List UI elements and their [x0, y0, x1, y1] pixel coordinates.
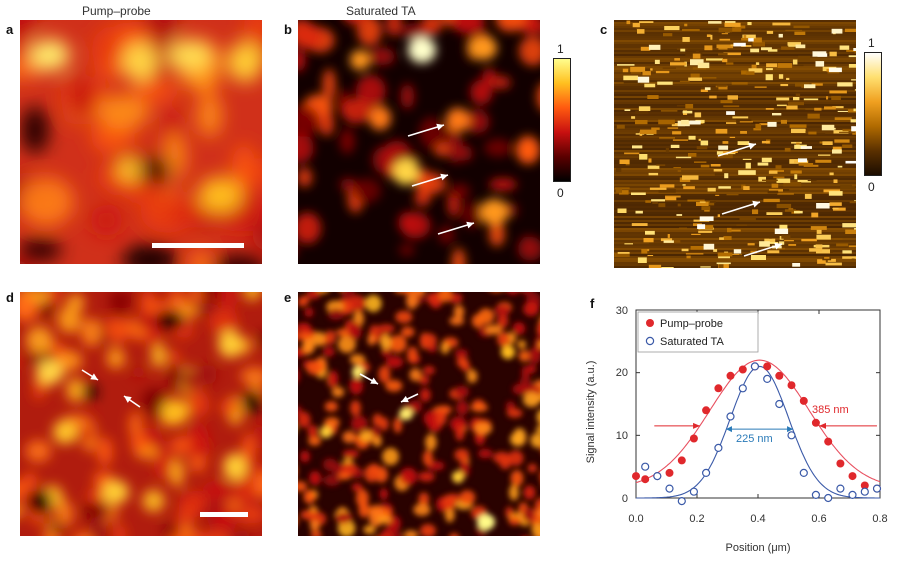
colorbar-b [553, 58, 571, 182]
series-1-point-17 [849, 491, 856, 498]
colorbar-b-max-label: 1 [557, 42, 564, 56]
series-1-point-14 [812, 491, 819, 498]
series-1-point-13 [800, 469, 807, 476]
fwhm-arrow-pump-left [654, 423, 700, 429]
series-0-point-9 [739, 366, 747, 374]
legend-label-pump-probe: Pump–probe [660, 318, 723, 330]
annotation-225nm: 225 nm [736, 433, 773, 445]
panel-label-a: a [6, 22, 13, 37]
series-0-point-14 [800, 397, 808, 405]
chart-y-tick-1: 10 [616, 430, 628, 442]
panel-d-pump-probe-image [20, 292, 262, 536]
series-0-point-0 [632, 472, 640, 480]
series-0-point-16 [824, 438, 832, 446]
series-0-point-15 [812, 419, 820, 427]
series-1-point-1 [654, 473, 661, 480]
series-1-point-15 [825, 495, 832, 502]
fwhm-arrow-ta [726, 426, 793, 432]
chart-x-tick-1: 0.2 [689, 513, 704, 525]
chart-y-tick-0: 0 [622, 493, 628, 505]
series-0-point-6 [702, 406, 710, 414]
chart-legend: Pump–probe Saturated TA [638, 312, 758, 352]
series-0-point-13 [788, 381, 796, 389]
series-0-point-17 [836, 460, 844, 468]
chart-y-axis-label: Signal intensity (a.u.) [585, 361, 597, 464]
chart-y-tick-2: 20 [616, 367, 628, 379]
series-1-point-8 [739, 385, 746, 392]
series-1-point-6 [715, 444, 722, 451]
chart-x-tick-0: 0.0 [628, 513, 643, 525]
panel-label-d: d [6, 290, 14, 305]
chart-x-tick-2: 0.4 [750, 513, 765, 525]
panel-a-pump-probe-image [20, 20, 262, 264]
legend-marker-pump-probe [646, 319, 654, 327]
chart-x-tick-3: 0.6 [811, 513, 826, 525]
series-0-point-8 [727, 372, 735, 380]
panel-c-afm-image [614, 20, 856, 268]
series-1-point-7 [727, 413, 734, 420]
column-title-saturated-ta: Saturated TA [346, 4, 416, 18]
series-1-point-11 [776, 401, 783, 408]
chart-y-tick-3: 30 [616, 305, 628, 317]
panel-a-scale-bar [152, 243, 244, 248]
legend-label-saturated-ta: Saturated TA [660, 336, 724, 348]
panel-e-saturated-ta-image [298, 292, 540, 536]
series-0-point-1 [641, 475, 649, 483]
series-1-point-12 [788, 432, 795, 439]
colorbar-b-min-label: 0 [557, 186, 564, 200]
series-0-point-4 [678, 456, 686, 464]
series-1-point-16 [837, 485, 844, 492]
series-0-point-3 [666, 469, 674, 477]
series-1-point-2 [666, 485, 673, 492]
series-0-point-7 [714, 384, 722, 392]
series-0-point-18 [849, 472, 857, 480]
series-1-point-3 [678, 498, 685, 505]
series-1-point-19 [874, 485, 881, 492]
series-1-point-9 [751, 363, 758, 370]
panel-d-scale-bar [200, 512, 248, 517]
series-1-point-4 [690, 488, 697, 495]
panel-label-b: b [284, 22, 292, 37]
series-1-point-5 [703, 469, 710, 476]
panel-label-c: c [600, 22, 607, 37]
panel-b-saturated-ta-image [298, 20, 540, 264]
chart-x-axis-label: Position (μm) [725, 542, 790, 554]
legend-marker-saturated-ta [646, 337, 653, 344]
panel-label-e: e [284, 290, 291, 305]
series-0-point-11 [763, 362, 771, 370]
series-1-point-18 [861, 488, 868, 495]
series-1-point-0 [642, 463, 649, 470]
column-title-pump-probe: Pump–probe [82, 4, 151, 18]
chart-x-tick-4: 0.8 [872, 513, 887, 525]
colorbar-c-min-label: 0 [868, 180, 875, 194]
series-0-point-12 [775, 372, 783, 380]
colorbar-c-max-label: 1 [868, 36, 875, 50]
colorbar-c [864, 52, 882, 176]
series-1-point-10 [764, 375, 771, 382]
series-0-point-5 [690, 435, 698, 443]
annotation-385nm: 385 nm [812, 404, 849, 416]
panel-f-profile-chart: Position (μm) Signal intensity (a.u.) 0.… [580, 300, 900, 558]
fwhm-arrow-pump-right [819, 423, 877, 429]
